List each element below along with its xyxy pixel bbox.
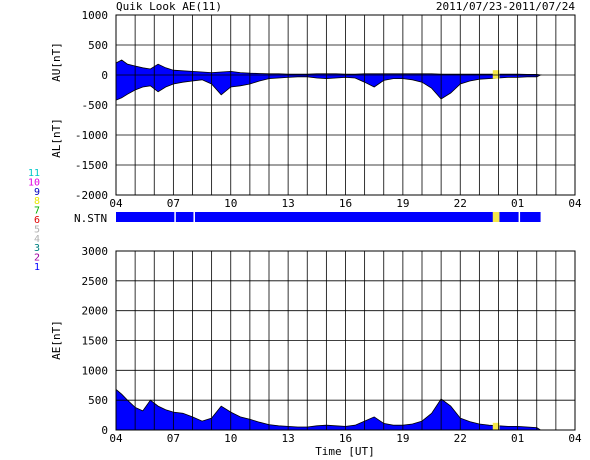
- x-axis-title: Time [UT]: [315, 445, 375, 458]
- station-gap: [518, 212, 521, 222]
- x-tick-label: 01: [511, 432, 524, 445]
- x-tick-label: 16: [339, 197, 352, 210]
- x-tick-label: 22: [454, 432, 467, 445]
- y-tick-label: -1500: [75, 159, 108, 172]
- y-tick-label: -500: [82, 99, 109, 112]
- station-number: 11: [28, 168, 40, 179]
- station-number: 7: [34, 206, 40, 217]
- station-bar: [116, 212, 541, 222]
- x-tick-label: 19: [396, 432, 409, 445]
- y-tick-label: 3000: [82, 245, 109, 258]
- plot-frame: [115, 250, 576, 431]
- x-tick-label: 10: [224, 432, 237, 445]
- x-tick-label: 04: [568, 432, 582, 445]
- x-tick-label: 13: [282, 197, 295, 210]
- station-number: 2: [34, 253, 40, 264]
- station-number: 3: [34, 243, 40, 254]
- highlight-band: [492, 70, 500, 79]
- y-tick-label: 500: [88, 39, 108, 52]
- x-tick-label: 10: [224, 197, 237, 210]
- station-number: 1: [34, 262, 40, 273]
- x-tick-label: 04: [109, 197, 123, 210]
- plot-frame: [115, 14, 576, 196]
- y-tick-label: 0: [101, 424, 108, 437]
- station-number: 10: [28, 177, 40, 188]
- al-axis-label: AL[nT]: [50, 118, 63, 158]
- chart-title: Quik Look AE(11): [116, 0, 222, 13]
- x-tick-label: 04: [109, 432, 123, 445]
- y-tick-label: 2500: [82, 275, 109, 288]
- x-tick-label: 22: [454, 197, 467, 210]
- y-tick-label: 0: [101, 69, 108, 82]
- y-tick-label: 1000: [82, 364, 109, 377]
- station-gap: [193, 212, 195, 222]
- station-number: 5: [34, 224, 40, 235]
- ae-axis-label: AE[nT]: [50, 320, 63, 360]
- station-number: 9: [34, 187, 40, 198]
- station-bar-label: N.STN: [74, 212, 107, 225]
- station-number: 8: [34, 196, 40, 207]
- y-tick-label: 1500: [82, 335, 109, 348]
- au-axis-label: AU[nT]: [50, 42, 63, 82]
- y-tick-label: -2000: [75, 189, 108, 202]
- x-tick-label: 13: [282, 432, 295, 445]
- x-tick-label: 19: [396, 197, 409, 210]
- x-tick-label: 01: [511, 197, 524, 210]
- station-gap: [174, 212, 176, 222]
- highlight-band: [492, 422, 500, 430]
- date-range: 2011/07/23-2011/07/24: [436, 0, 575, 13]
- x-tick-label: 07: [167, 432, 180, 445]
- au-al-area: [115, 59, 542, 101]
- station-number: 6: [34, 215, 40, 226]
- x-tick-label: 04: [568, 197, 582, 210]
- y-tick-label: 500: [88, 394, 108, 407]
- y-tick-label: 1000: [82, 9, 109, 22]
- station-highlight: [492, 212, 500, 222]
- station-bar-fill: [116, 212, 541, 222]
- ae-area: [115, 388, 542, 431]
- x-tick-label: 07: [167, 197, 180, 210]
- x-tick-label: 16: [339, 432, 352, 445]
- y-tick-label: -1000: [75, 129, 108, 142]
- y-tick-label: 2000: [82, 305, 109, 318]
- station-number: 4: [34, 234, 40, 245]
